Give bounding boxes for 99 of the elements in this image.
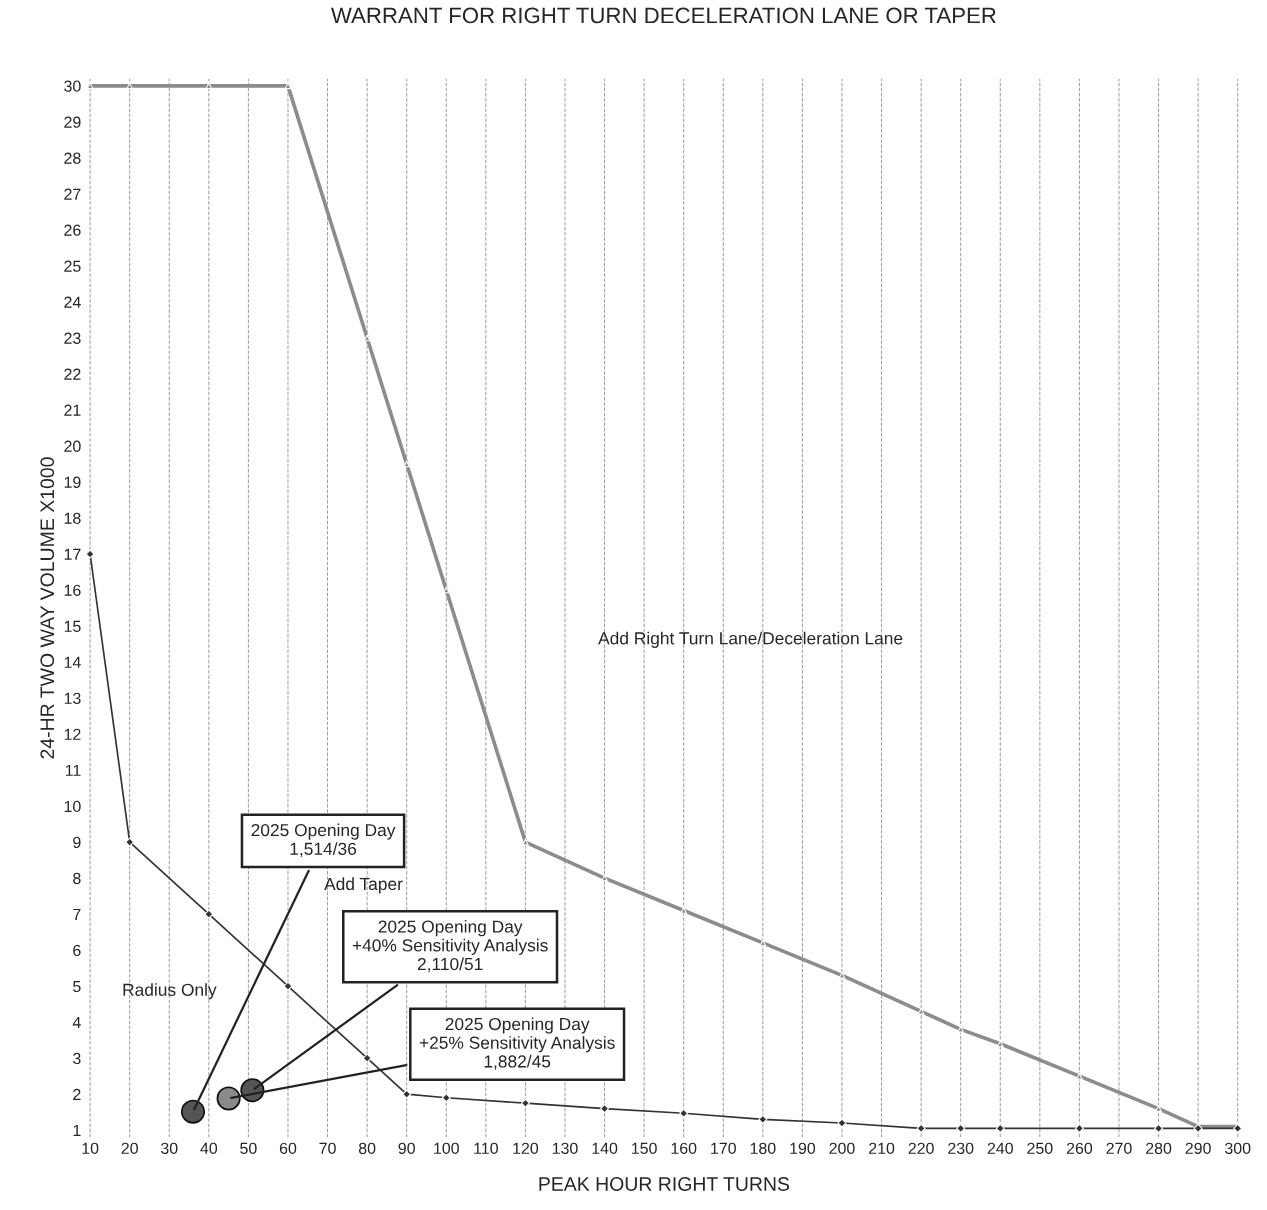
point [1155,1105,1162,1112]
point [522,838,529,846]
y-tick-label: 6 [73,944,81,957]
y-tick-label: 20 [64,440,81,452]
y-tick-label: 22 [64,368,81,380]
y-tick-label: 2 [73,1088,81,1100]
y-tick-label: 8 [73,872,81,885]
x-tick-label: 230 [948,1142,974,1154]
point [995,1123,1005,1133]
x-tick-label: 220 [908,1142,934,1154]
annotation: 2025 Opening Day +40% Sensitivity Analysis 2,110/51 [352,920,548,973]
x-tick-label: 200 [829,1142,855,1154]
x-tick-label: 100 [434,1142,459,1154]
point [956,1123,966,1133]
point [284,82,292,90]
y-tick-label: 14 [64,656,81,668]
x-tick-label: 10 [82,1142,99,1154]
y-tick-label: 28 [64,152,81,164]
x-tick-label: 30 [160,1142,178,1154]
point [204,909,214,919]
x-tick-label: 300 [1224,1142,1251,1154]
x-tick-label: 290 [1185,1142,1211,1154]
point [1076,1072,1083,1080]
point [916,1123,926,1133]
x-tick-label: 190 [790,1142,816,1154]
point [996,1040,1004,1048]
y-axis-title: 24-HR TWO WAY VOLUME X1000 [40,457,55,759]
x-tick-label: 210 [869,1142,895,1154]
x-tick-label: 120 [513,1142,539,1154]
y-tick-label: 30 [64,80,81,92]
annotation: Radius Only [123,983,217,1000]
point [601,874,608,882]
point [86,549,95,559]
x-tick-label: 130 [552,1142,578,1154]
y-tick-label: 25 [64,260,81,272]
point [600,1104,609,1114]
y-tick-label: 7 [73,908,81,920]
y-tick-label: 21 [64,404,81,416]
x-tick-label: 280 [1146,1142,1172,1154]
y-tick-label: 1 [73,1125,81,1136]
x-tick-label: 90 [398,1142,415,1154]
point [126,82,133,90]
annotation: Add Right Turn Lane/Deceleration Lane [598,631,903,648]
point [1154,1123,1164,1133]
y-tick-label: 18 [64,512,81,524]
point [402,1089,412,1099]
point [680,907,687,914]
point [283,981,293,991]
y-tick-label: 12 [64,728,81,740]
point [837,1118,847,1128]
y-tick-label: 16 [64,584,81,596]
y-tick-label: 5 [73,980,81,993]
point [759,939,767,947]
point [758,1114,768,1124]
x-tick-label: 20 [121,1142,138,1154]
x-tick-label: 80 [358,1142,376,1154]
point [957,1026,964,1033]
y-tick-label: 9 [73,836,81,849]
x-tick-label: 70 [319,1142,336,1154]
point [441,1093,451,1103]
point [917,1008,925,1015]
x-tick-label: 260 [1066,1142,1093,1154]
x-tick-label: 60 [279,1142,297,1154]
x-tick-label: 40 [200,1142,218,1154]
y-tick-label: 13 [64,692,81,704]
y-tick-label: 17 [64,548,81,560]
x-tick-label: 150 [632,1142,657,1154]
y-tick-label: 4 [72,1016,81,1028]
x-tick-label: 270 [1106,1142,1132,1154]
point [362,1053,372,1063]
point [838,972,846,979]
x-tick-label: 50 [240,1142,257,1154]
point [520,1098,530,1108]
point [125,837,135,847]
y-tick-label: 29 [64,116,81,128]
x-tick-label: 250 [1027,1142,1053,1154]
x-tick-label: 110 [474,1142,498,1154]
y-tick-label: 11 [65,764,81,776]
y-tick-label: 24 [64,296,81,308]
x-tick-label: 140 [592,1142,618,1154]
x-tick-label: 240 [987,1142,1013,1154]
point [205,82,213,90]
annotation: 2025 Opening Day 1,514/36 [251,823,396,858]
chart-title: WARRANT FOR RIGHT TURN DECELERATION LANE OR TAPER [331,7,996,24]
point [679,1108,689,1118]
y-tick-label: 10 [64,800,81,813]
y-tick-label: 19 [64,476,81,488]
y-tick-label: 15 [64,620,81,632]
x-axis-title: PEAK HOUR RIGHT TURNS [539,1177,790,1191]
x-tick-label: 180 [750,1142,776,1154]
y-tick-label: 23 [64,332,81,344]
y-tick-label: 3 [73,1052,81,1065]
annotation: Add Taper [324,877,403,894]
y-tick-label: 27 [64,188,81,200]
point [1074,1123,1084,1133]
y-tick-label: 26 [64,224,81,236]
annotation: 2025 Opening Day +25% Sensitivity Analysis 1,882/45 [419,1017,615,1070]
x-tick-label: 160 [671,1142,697,1154]
x-tick-label: 170 [711,1142,736,1154]
